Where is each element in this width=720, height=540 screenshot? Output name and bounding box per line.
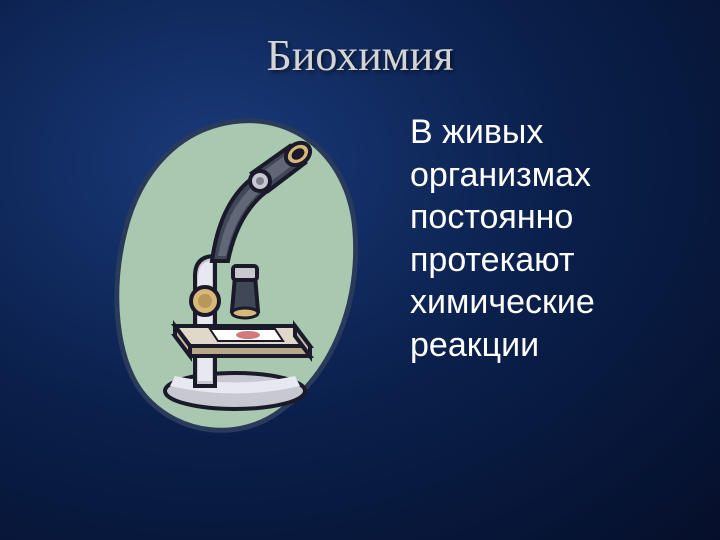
content-row: В живых организмах постоянно протекают х… bbox=[40, 101, 680, 441]
microscope-icon bbox=[100, 101, 380, 441]
page-title: Биохимия bbox=[40, 30, 680, 81]
body-text: В живых организмах постоянно протекают х… bbox=[410, 101, 650, 366]
microscope-illustration bbox=[100, 101, 380, 441]
slide-container: Биохимия bbox=[0, 0, 720, 540]
